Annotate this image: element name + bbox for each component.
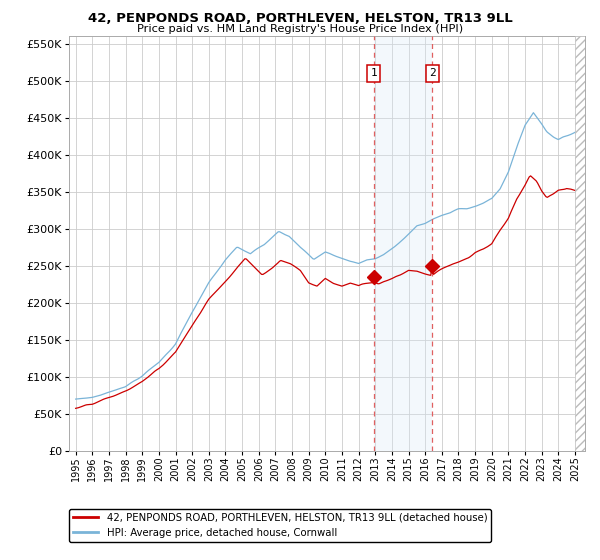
Bar	[374, 36, 432, 451]
Text: 2: 2	[429, 68, 436, 78]
Text: 1: 1	[371, 68, 377, 78]
Text: 42, PENPONDS ROAD, PORTHLEVEN, HELSTON, TR13 9LL: 42, PENPONDS ROAD, PORTHLEVEN, HELSTON, …	[88, 12, 512, 25]
Legend: 42, PENPONDS ROAD, PORTHLEVEN, HELSTON, TR13 9LL (detached house), HPI: Average : 42, PENPONDS ROAD, PORTHLEVEN, HELSTON, …	[69, 509, 491, 542]
Text: Price paid vs. HM Land Registry's House Price Index (HPI): Price paid vs. HM Land Registry's House …	[137, 24, 463, 34]
